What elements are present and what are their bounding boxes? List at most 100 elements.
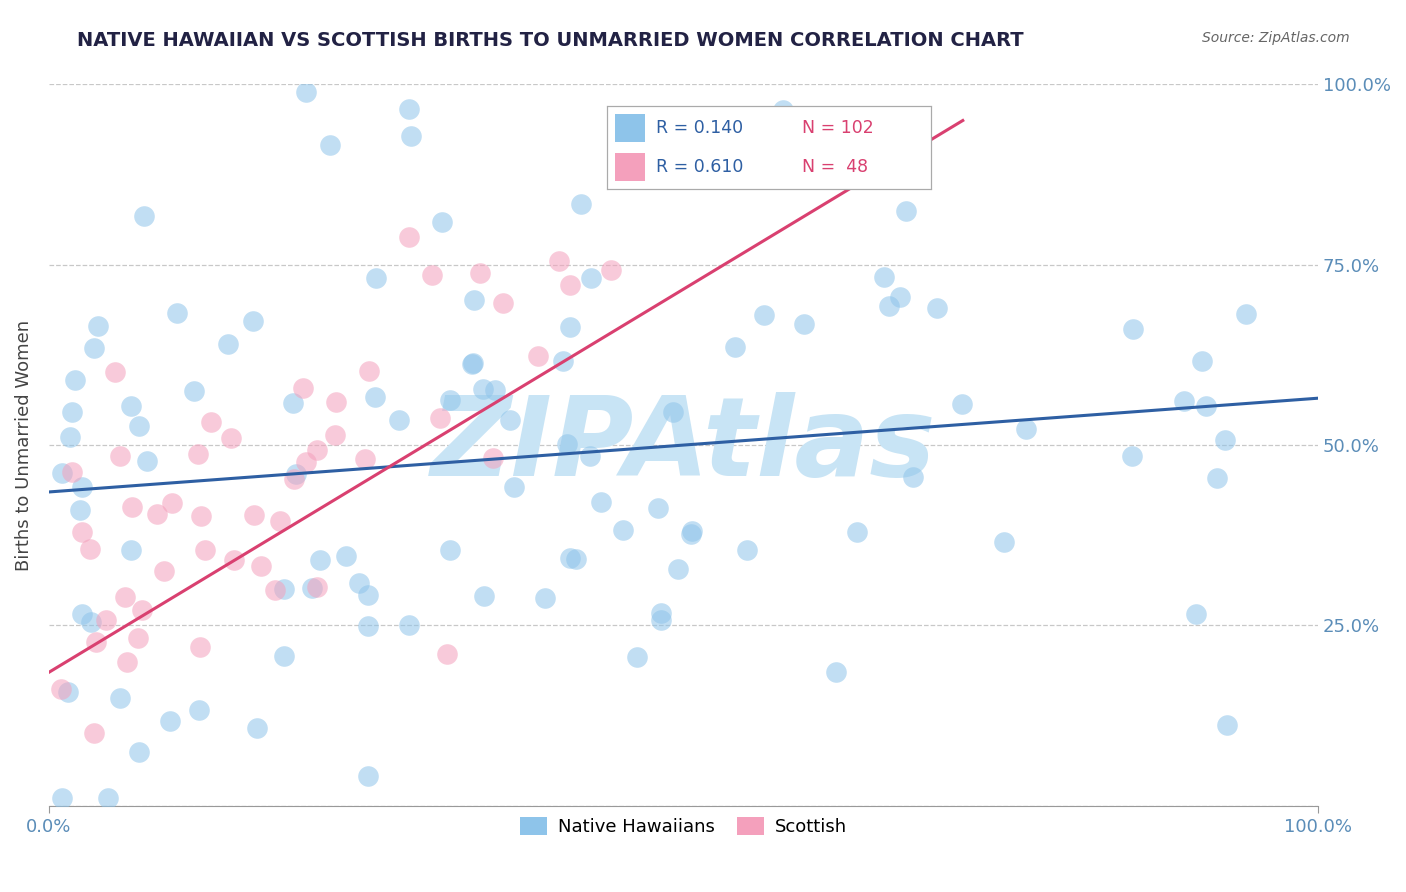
Point xyxy=(307,580,329,594)
Point xyxy=(166,306,188,320)
Point xyxy=(305,442,328,457)
Point xyxy=(347,576,370,591)
Point xyxy=(187,703,209,717)
Point xyxy=(436,647,458,661)
Point xyxy=(484,383,506,397)
Point xyxy=(325,395,347,409)
Point xyxy=(439,392,461,407)
Point xyxy=(83,726,105,740)
Point xyxy=(357,588,380,602)
Point xyxy=(461,357,484,371)
Point xyxy=(612,523,634,537)
Point xyxy=(200,416,222,430)
Point xyxy=(273,649,295,664)
Point xyxy=(363,390,385,404)
Point xyxy=(283,472,305,486)
Point xyxy=(128,745,150,759)
Point xyxy=(398,618,420,632)
Point xyxy=(569,197,592,211)
Point xyxy=(97,791,120,805)
Point xyxy=(950,397,973,411)
Point xyxy=(325,428,347,442)
Point xyxy=(357,768,380,782)
Point xyxy=(250,559,273,574)
Point xyxy=(553,354,575,368)
Point xyxy=(84,635,107,649)
Point xyxy=(877,299,900,313)
Point xyxy=(114,590,136,604)
Point xyxy=(682,524,704,538)
Point xyxy=(1194,399,1216,413)
Point xyxy=(128,418,150,433)
Point xyxy=(626,650,648,665)
Point xyxy=(190,508,212,523)
Point xyxy=(668,561,690,575)
Point xyxy=(194,542,217,557)
Point xyxy=(335,549,357,563)
Point xyxy=(1213,433,1236,447)
Point xyxy=(219,431,242,445)
Point xyxy=(273,582,295,596)
Point xyxy=(159,714,181,728)
Point xyxy=(420,268,443,283)
Point xyxy=(599,263,621,277)
Point xyxy=(472,590,495,604)
Point xyxy=(295,455,318,469)
Point xyxy=(502,480,524,494)
Point xyxy=(72,607,94,621)
Legend: Native Hawaiians, Scottish: Native Hawaiians, Scottish xyxy=(513,810,853,844)
Point xyxy=(558,320,581,334)
Y-axis label: Births to Unmarried Women: Births to Unmarried Women xyxy=(15,319,32,571)
Point xyxy=(309,553,332,567)
Point xyxy=(388,413,411,427)
Point xyxy=(217,337,239,351)
Point xyxy=(492,296,515,310)
Point xyxy=(146,507,169,521)
Point xyxy=(463,293,485,307)
Point xyxy=(1015,422,1038,436)
Point xyxy=(283,396,305,410)
Point xyxy=(366,270,388,285)
Point xyxy=(579,449,602,463)
Point xyxy=(59,430,82,444)
Point xyxy=(136,454,159,468)
Point xyxy=(825,665,848,680)
Point xyxy=(357,364,380,378)
Point xyxy=(772,103,794,117)
Point xyxy=(87,319,110,334)
Point xyxy=(471,382,494,396)
Point xyxy=(650,613,672,627)
Point xyxy=(565,552,588,566)
Point xyxy=(60,405,83,419)
Point xyxy=(132,209,155,223)
Point xyxy=(188,640,211,655)
Point xyxy=(65,373,87,387)
Point xyxy=(468,266,491,280)
Point xyxy=(104,365,127,379)
Point xyxy=(242,313,264,327)
Point xyxy=(1173,393,1195,408)
Point xyxy=(579,271,602,285)
Point xyxy=(589,495,612,509)
Point xyxy=(264,583,287,598)
Point xyxy=(60,465,83,479)
Point xyxy=(127,631,149,645)
Point xyxy=(903,469,925,483)
Point xyxy=(80,615,103,630)
Point xyxy=(354,451,377,466)
Point xyxy=(269,514,291,528)
Point xyxy=(131,603,153,617)
Point xyxy=(889,290,911,304)
Point xyxy=(187,447,209,461)
Point xyxy=(70,480,93,494)
Point xyxy=(846,524,869,539)
Point xyxy=(1184,607,1206,622)
Point xyxy=(243,508,266,522)
Point xyxy=(51,466,73,480)
Point xyxy=(295,85,318,99)
Point xyxy=(120,399,142,413)
Point xyxy=(429,411,451,425)
Point xyxy=(56,685,79,699)
Point xyxy=(650,607,672,621)
Point xyxy=(1205,470,1227,484)
